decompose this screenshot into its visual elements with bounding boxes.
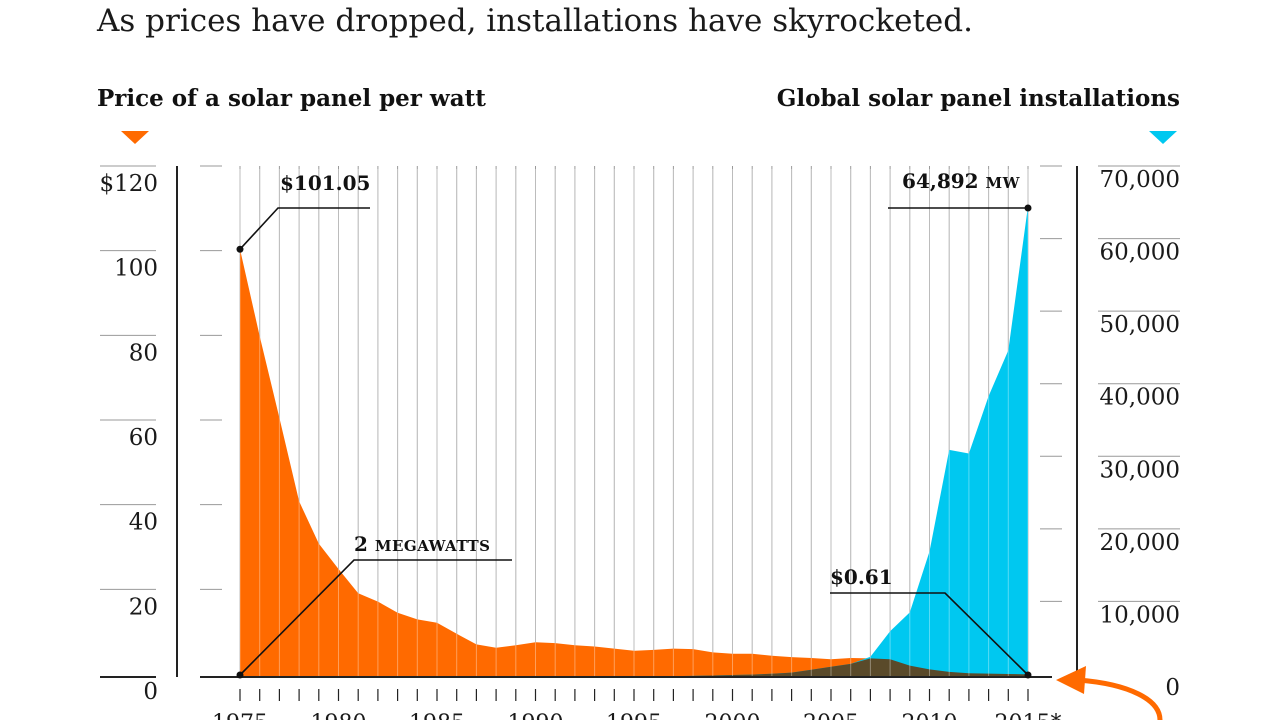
tick-layer: $120 100 80 60 40 20 0 70,000 60,000 50,000 40,000…: [99, 167, 1180, 720]
price-start-dot: [236, 245, 244, 253]
left-tick-label: 40: [129, 510, 158, 536]
install-end-dot: [1024, 204, 1032, 212]
year-tick-label: 1990: [508, 711, 564, 720]
install-end-label: 64,892 MW: [902, 169, 1021, 193]
left-tick-label: 20: [129, 594, 158, 620]
year-tick-label: 1980: [311, 711, 367, 720]
price-end-leader: [830, 592, 1029, 676]
year-tick-label: 1995: [606, 711, 662, 720]
left-tick-label: $120: [99, 171, 158, 197]
left-tick-label: 0: [143, 679, 158, 705]
year-tick-label: 2015*: [995, 711, 1062, 720]
year-tick-label: 2005: [803, 711, 859, 720]
year-tick-label: 1975: [212, 711, 268, 720]
right-tick-label: 60,000: [1100, 240, 1180, 266]
right-axis-title: Global solar panel installations: [777, 85, 1180, 112]
pointer-arrow-curve: [1077, 677, 1163, 720]
left-tick-label: 100: [114, 256, 158, 282]
right-tick-label: 10,000: [1100, 602, 1180, 628]
chart-subtitle: As prices have dropped, installations ha…: [96, 3, 973, 39]
price-start-leader: [239, 207, 370, 250]
year-tick-label: 1985: [409, 711, 465, 720]
annotation-layer: $101.05 64,892 MW 2 MEGAWATTS $0.61: [236, 169, 1163, 720]
right-tick-label: 70,000: [1100, 167, 1180, 193]
right-tick-label: 50,000: [1100, 312, 1180, 338]
install-start-leader: [239, 559, 512, 676]
price-start-label: $101.05: [280, 171, 370, 195]
install-start-dot: [236, 671, 244, 679]
pointer-arrow-head: [1056, 666, 1086, 694]
area-layer: [239, 169, 1029, 677]
install-start-label: 2 MEGAWATTS: [354, 532, 490, 556]
right-tick-label: 40,000: [1100, 385, 1180, 411]
price-area: [240, 249, 1028, 677]
price-marker-triangle: [121, 131, 149, 144]
axis-layer: [100, 166, 1078, 701]
overlap-area: [240, 658, 1028, 677]
left-tick-label: 80: [129, 340, 158, 366]
left-tick-label: 60: [129, 425, 158, 451]
price-end-label: $0.61: [830, 565, 893, 589]
installations-area: [240, 206, 1028, 677]
year-tick-label: 2000: [705, 711, 761, 720]
install-marker-triangle: [1149, 131, 1177, 144]
price-end-dot: [1024, 671, 1032, 679]
right-tick-label: 30,000: [1100, 457, 1180, 483]
left-axis-title: Price of a solar panel per watt: [97, 85, 486, 112]
right-tick-label: 20,000: [1100, 530, 1180, 556]
right-tick-label: 0: [1165, 675, 1180, 701]
